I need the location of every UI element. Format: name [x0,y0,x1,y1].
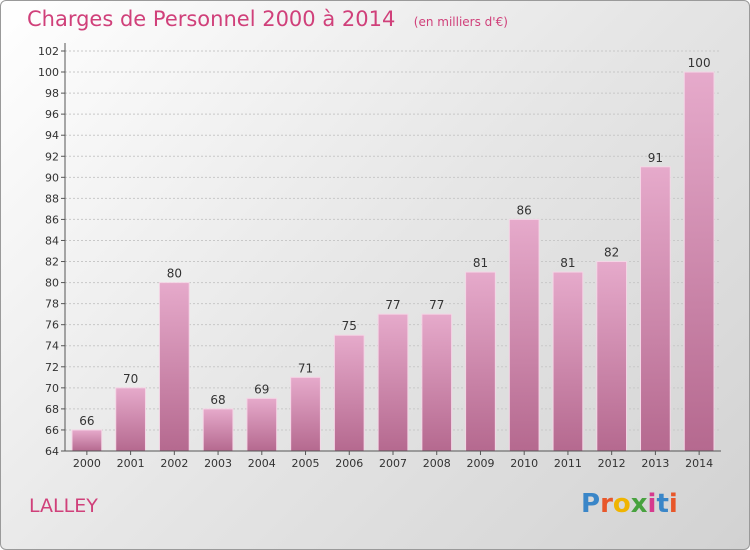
x-tick-label: 2007 [379,457,407,470]
bar-value-label: 75 [342,319,357,333]
bar[interactable] [552,271,584,452]
x-tick-label: 2013 [641,457,669,470]
logo-letter: t [656,489,669,519]
y-tick-label: 68 [45,403,59,416]
y-tick-label: 76 [45,319,59,332]
y-tick-label: 98 [45,87,59,100]
bar-value-label: 71 [298,361,313,375]
bar[interactable] [333,334,365,452]
y-tick-label: 94 [45,129,59,142]
x-tick-label: 2001 [117,457,145,470]
y-tick-label: 92 [45,150,59,163]
y-tick-label: 84 [45,234,59,247]
bar[interactable] [290,376,321,452]
bar[interactable] [640,166,671,452]
bar-value-label: 77 [429,298,444,312]
x-tick-label: 2003 [204,457,232,470]
logo-letter: i [647,489,657,519]
bar-value-label: 82 [604,246,619,260]
logo-letter: x [630,489,648,519]
bar[interactable] [377,313,409,452]
chart-title: Charges de Personnel 2000 à 2014 [27,7,396,31]
x-tick-label: 2002 [160,457,188,470]
bar[interactable] [246,397,278,452]
bar-value-label: 70 [123,372,138,386]
bar[interactable] [421,313,453,452]
y-tick-label: 88 [45,192,59,205]
commune-name: LALLEY [29,495,98,517]
y-tick-label: 78 [45,298,59,311]
bar[interactable] [465,271,496,452]
bar-value-label: 77 [385,298,400,312]
y-tick-label: 74 [45,340,59,353]
y-tick-label: 102 [38,45,59,58]
x-tick-label: 2010 [510,457,538,470]
x-tick-label: 2011 [554,457,582,470]
bar[interactable] [71,429,103,452]
bars [71,71,715,452]
x-tick-label: 2000 [73,457,101,470]
logo-letter: P [581,489,601,519]
y-tick-label: 70 [45,382,59,395]
y-tick-label: 72 [45,361,59,374]
bar[interactable] [158,282,190,452]
bar-value-label: 66 [79,414,94,428]
x-tick-label: 2004 [248,457,276,470]
bar-value-label: 81 [473,256,488,270]
y-tick-label: 64 [45,445,59,458]
proxiti-logo[interactable]: Proxiti [581,489,678,519]
logo-letter: i [668,489,678,519]
bar-value-label: 80 [167,267,182,281]
logo-letter: o [612,489,631,519]
bar-value-label: 100 [688,56,711,70]
chart-subtitle: (en milliers d'€) [413,15,508,29]
y-tick-label: 90 [45,171,59,184]
bar-value-label: 91 [648,151,663,165]
y-tick-label: 66 [45,424,59,437]
x-tick-label: 2014 [685,457,713,470]
x-tick-label: 2008 [423,457,451,470]
bar[interactable] [596,261,628,452]
y-tick-label: 96 [45,108,59,121]
title-block: Charges de Personnel 2000 à 2014 (en mil… [27,7,508,31]
y-tick-label: 100 [38,66,59,79]
axes [61,43,721,455]
x-tick-label: 2009 [466,457,494,470]
x-tick-label: 2012 [598,457,626,470]
bar-value-label: 81 [560,256,575,270]
labels: 64 66 68 70 72 74 76 78 80 82 84 86 88 90 92 94 96 98 100 1… [38,45,713,470]
bar-value-label: 69 [254,382,269,396]
bar[interactable] [115,387,146,452]
bar-value-label: 68 [210,393,225,407]
bar[interactable] [683,71,715,452]
x-tick-label: 2006 [335,457,363,470]
y-tick-label: 82 [45,256,59,269]
y-tick-label: 80 [45,277,59,290]
bar-value-label: 86 [517,203,532,217]
y-tick-label: 86 [45,213,59,226]
x-tick-label: 2005 [292,457,320,470]
bar[interactable] [508,218,540,452]
logo-letter: r [600,489,613,519]
bar[interactable] [202,408,234,452]
